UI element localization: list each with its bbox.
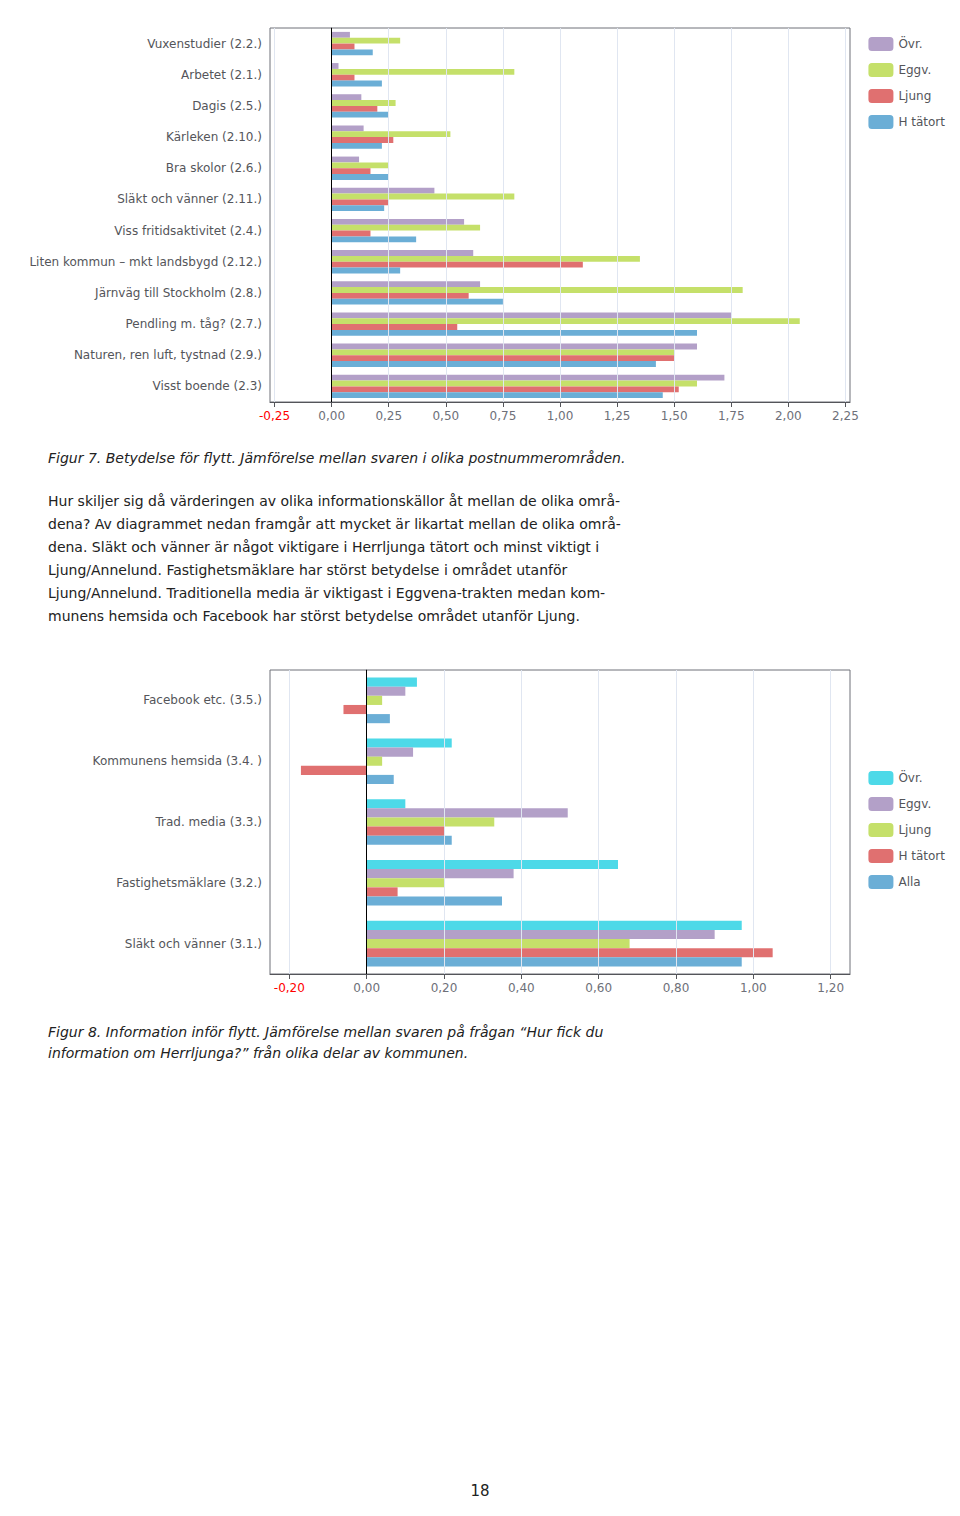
svg-text:Bra skolor (2.6.): Bra skolor (2.6.) [166, 161, 262, 175]
html-text:Figur 7. Betydelse för flytt.: Figur 7. Betydelse för flytt. Jämförelse… [48, 450, 626, 466]
svg-text:Ljung: Ljung [898, 823, 931, 837]
svg-text:Järnväg till Stockholm (2.8.): Järnväg till Stockholm (2.8.) [94, 286, 262, 300]
svg-text:0,00: 0,00 [318, 409, 345, 423]
svg-text:Ljung: Ljung [898, 89, 931, 103]
svg-text:Eggv.: Eggv. [898, 63, 931, 77]
svg-text:0,50: 0,50 [432, 409, 459, 423]
svg-text:Visst boende (2.3): Visst boende (2.3) [152, 379, 262, 393]
svg-text:Fastighetsmäklare (3.2.): Fastighetsmäklare (3.2.) [116, 876, 262, 890]
svg-text:1,20: 1,20 [817, 981, 844, 995]
svg-text:Trad. media (3.3.): Trad. media (3.3.) [154, 815, 262, 829]
html-text:18: 18 [470, 1482, 490, 1500]
svg-text:1,00: 1,00 [547, 409, 574, 423]
svg-text:Vuxenstudier (2.2.): Vuxenstudier (2.2.) [147, 37, 262, 51]
svg-text:Viss fritidsaktivitet (2.4.): Viss fritidsaktivitet (2.4.) [114, 224, 262, 238]
svg-text:Liten kommun – mkt landsbygd (: Liten kommun – mkt landsbygd (2.12.) [29, 255, 262, 269]
svg-text:0,80: 0,80 [663, 981, 690, 995]
svg-text:Dagis (2.5.): Dagis (2.5.) [192, 99, 262, 113]
svg-text:0,40: 0,40 [508, 981, 535, 995]
html-text:Figur 8. Information inför fly: Figur 8. Information inför flytt. Jämför… [48, 1024, 604, 1061]
svg-text:2,00: 2,00 [775, 409, 802, 423]
svg-text:Övr.: Övr. [898, 769, 922, 785]
svg-text:Övr.: Övr. [898, 35, 922, 51]
svg-text:1,00: 1,00 [740, 981, 767, 995]
svg-text:0,25: 0,25 [375, 409, 402, 423]
svg-text:Facebook etc. (3.5.): Facebook etc. (3.5.) [143, 693, 262, 707]
svg-text:H tätort: H tätort [898, 849, 945, 863]
svg-text:Arbetet (2.1.): Arbetet (2.1.) [181, 68, 262, 82]
svg-text:Kommunens hemsida (3.4. ): Kommunens hemsida (3.4. ) [93, 754, 262, 768]
svg-text:Släkt och vänner (3.1.): Släkt och vänner (3.1.) [125, 937, 262, 951]
svg-text:2,25: 2,25 [832, 409, 859, 423]
svg-text:0,60: 0,60 [585, 981, 612, 995]
svg-text:1,50: 1,50 [661, 409, 688, 423]
svg-text:-0,25: -0,25 [259, 409, 290, 423]
svg-text:Alla: Alla [898, 875, 920, 889]
svg-text:Pendling m. tåg? (2.7.): Pendling m. tåg? (2.7.) [125, 317, 262, 331]
svg-text:0,75: 0,75 [490, 409, 517, 423]
svg-text:Eggv.: Eggv. [898, 797, 931, 811]
svg-text:Kärleken (2.10.): Kärleken (2.10.) [166, 130, 262, 144]
svg-text:Naturen, ren luft, tystnad (2.: Naturen, ren luft, tystnad (2.9.) [74, 348, 262, 362]
svg-text:0,20: 0,20 [431, 981, 458, 995]
svg-text:H tätort: H tätort [898, 115, 945, 129]
svg-text:Släkt och vänner (2.11.): Släkt och vänner (2.11.) [117, 192, 262, 206]
svg-text:1,25: 1,25 [604, 409, 631, 423]
html-text:Hur skiljer sig då värderingen: Hur skiljer sig då värderingen av olika … [48, 493, 621, 624]
svg-text:1,75: 1,75 [718, 409, 745, 423]
svg-text:-0,20: -0,20 [274, 981, 305, 995]
svg-text:0,00: 0,00 [353, 981, 380, 995]
